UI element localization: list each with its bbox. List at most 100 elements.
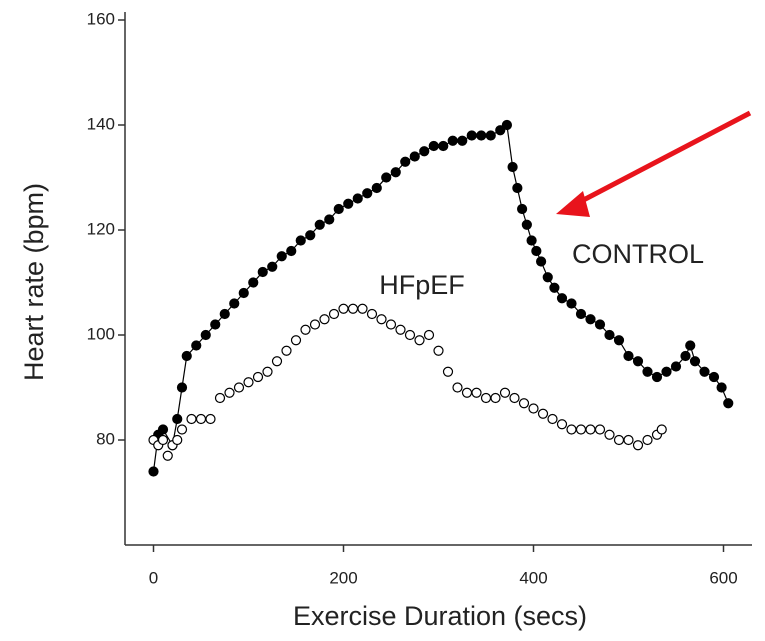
data-point: [670, 361, 682, 372]
data-point: [419, 146, 430, 157]
data-point: [267, 261, 278, 272]
data-point: [549, 282, 560, 293]
data-point: [328, 308, 340, 320]
data-point: [466, 130, 477, 141]
data-point: [172, 434, 183, 446]
y-tick-label: 120: [87, 219, 115, 238]
data-point: [404, 329, 416, 341]
data-point: [362, 188, 373, 199]
data-point: [314, 219, 325, 230]
arrow-shaft: [570, 110, 752, 209]
data-point: [661, 366, 672, 377]
data-point: [537, 408, 549, 419]
data-point: [623, 350, 634, 362]
data-point: [262, 366, 273, 377]
data-point: [357, 303, 368, 314]
data-point: [485, 130, 496, 141]
data-point: [594, 319, 606, 330]
data-point: [233, 382, 245, 393]
data-point: [176, 382, 188, 393]
data-point: [338, 303, 349, 314]
y-tick-label: 140: [87, 114, 115, 133]
y-tick-label: 100: [87, 324, 115, 343]
data-point: [447, 135, 458, 146]
data-point: [575, 308, 587, 320]
y-tick-label: 80: [96, 429, 115, 448]
data-point: [276, 251, 287, 262]
data-point: [495, 125, 506, 136]
data-point: [656, 424, 667, 435]
data-point: [176, 424, 188, 435]
data-point: [210, 319, 221, 330]
data-point: [195, 413, 207, 425]
data-point: [414, 335, 425, 346]
data-point: [352, 193, 363, 204]
data-point: [252, 371, 264, 383]
data-point: [509, 392, 520, 404]
data-point: [324, 214, 335, 225]
x-tick-label: 0: [149, 568, 158, 587]
data-point: [409, 151, 420, 162]
x-tick-label: 400: [519, 568, 547, 587]
data-point: [642, 434, 653, 446]
data-point: [452, 382, 463, 393]
data-point: [594, 424, 606, 435]
data-point: [566, 424, 577, 435]
data-point: [347, 303, 359, 314]
data-point: [642, 366, 653, 377]
data-point: [556, 419, 568, 430]
data-point: [623, 434, 634, 446]
data-point: [423, 329, 435, 341]
data-point: [547, 413, 558, 425]
data-point: [575, 424, 587, 435]
data-point: [542, 272, 553, 283]
data-point: [526, 235, 537, 246]
data-point: [528, 403, 539, 414]
data-point: [191, 340, 202, 351]
data-point: [219, 308, 230, 320]
data-point: [689, 356, 701, 367]
data-point: [604, 329, 615, 341]
annotation: CONTROL: [572, 239, 704, 269]
data-point: [343, 198, 354, 209]
data-point: [400, 156, 411, 167]
data-point: [535, 256, 547, 267]
data-point: [613, 434, 625, 446]
data-point: [433, 345, 444, 356]
data-point: [381, 172, 392, 183]
data-point: [148, 466, 159, 477]
data-point: [162, 450, 173, 461]
data-point: [214, 392, 226, 404]
data-point: [516, 203, 528, 215]
data-point: [224, 387, 235, 398]
data-point: [181, 350, 192, 362]
data-point: [723, 398, 734, 409]
data-point: [480, 392, 492, 404]
data-point: [200, 329, 211, 341]
data-point: [157, 424, 169, 435]
data-point: [172, 413, 183, 425]
data-point: [651, 371, 663, 383]
data-point: [385, 319, 397, 330]
data-point: [309, 319, 321, 330]
data-point: [438, 140, 449, 152]
data-point: [457, 135, 468, 146]
data-point: [501, 119, 512, 131]
data-point: [716, 382, 727, 393]
data-point: [333, 203, 344, 215]
data-point: [585, 314, 596, 325]
y-axis-label: Heart rate (bpm): [19, 183, 49, 381]
data-point: [290, 335, 302, 346]
data-point: [257, 266, 268, 278]
data-point: [300, 324, 311, 335]
data-point: [157, 434, 169, 446]
y-tick-label: 160: [87, 9, 115, 28]
data-point: [286, 245, 297, 257]
data-point: [229, 298, 240, 309]
data-point: [531, 245, 542, 257]
data-point: [685, 340, 696, 351]
arrow: [556, 110, 752, 217]
data-point: [186, 413, 197, 425]
data-point: [507, 161, 518, 173]
